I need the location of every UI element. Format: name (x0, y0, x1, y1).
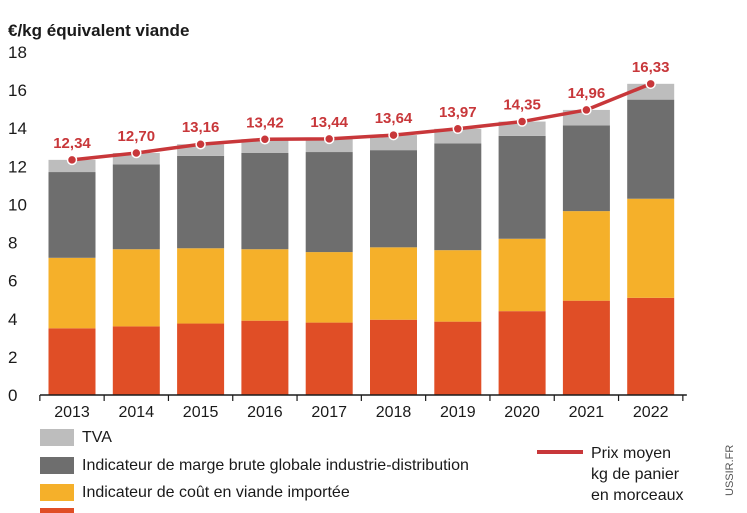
price-point (259, 134, 271, 145)
legend-label: Indicateur de coût en viande importée (82, 484, 350, 501)
bar-segment (370, 319, 417, 395)
x-tick-label: 2022 (633, 404, 669, 421)
bar-segment (370, 247, 417, 320)
y-axis-label: €/kg équivalent viande (8, 21, 189, 40)
x-tick-label: 2014 (119, 404, 155, 421)
price-point (66, 154, 78, 166)
price-point (131, 147, 142, 159)
axes-group: 0 2 4 6 8 10 12 14 16 18 2013 2014 2015 2016 2017 2018 2… (8, 43, 687, 421)
x-tick-label: 2018 (376, 404, 412, 421)
bar-segment (241, 139, 289, 153)
bar-segment (305, 152, 353, 253)
bar-segment (48, 257, 96, 329)
price-data-label: 12,70 (118, 128, 156, 145)
price-point (516, 116, 528, 127)
price-data-label: 16,33 (632, 59, 670, 76)
legend-swatch (40, 484, 74, 501)
bar-segment (112, 249, 160, 327)
bar-segment (177, 144, 225, 156)
x-tick-label: 2017 (311, 404, 347, 421)
bar-segment (562, 300, 610, 395)
price-data-label: 13,97 (439, 104, 477, 121)
bar-segment (434, 250, 482, 322)
y-tick-label: 16 (8, 81, 27, 100)
bar-segment (434, 143, 482, 251)
y-tick-label: 10 (8, 195, 27, 214)
bar-segment (562, 125, 610, 212)
bar-segment (177, 248, 225, 324)
bar-segment (434, 321, 482, 395)
bar-segment (305, 322, 353, 395)
bar-segment (48, 172, 96, 258)
source-credit: USSIR.FR (724, 445, 736, 496)
bar-segment (241, 249, 289, 321)
bar-segment (498, 135, 546, 239)
bar-segment (112, 326, 160, 395)
y-tick-label: 18 (8, 43, 27, 62)
y-tick-label: 2 (8, 348, 17, 367)
y-tick-label: 14 (8, 119, 27, 138)
y-tick-label: 4 (8, 310, 17, 329)
price-point (195, 138, 206, 150)
bar-segment (562, 211, 610, 301)
legend-swatch (40, 508, 74, 513)
x-tick-label: 2015 (183, 404, 219, 421)
bar-segment (112, 152, 160, 165)
x-tick-label: 2016 (247, 404, 283, 421)
bar-segment (241, 320, 289, 395)
price-data-label: 13,44 (310, 114, 348, 131)
bar-segment (627, 297, 675, 395)
x-tick-label: 2020 (504, 404, 540, 421)
price-point (323, 133, 335, 145)
price-point (581, 104, 592, 116)
price-data-label: 13,16 (182, 119, 220, 136)
bar-segment (305, 252, 353, 323)
bar-segment (177, 323, 225, 395)
bar-segment (48, 159, 96, 173)
bar-segment (48, 328, 96, 395)
price-data-label: 14,96 (568, 85, 606, 102)
bar-segment (498, 238, 546, 312)
y-tick-label: 6 (8, 272, 17, 291)
x-tick-label: 2013 (54, 404, 90, 421)
bar-segment (305, 138, 353, 153)
bar-segment (112, 164, 160, 250)
bar-segment (434, 128, 482, 144)
legend-label: Indicateur de marge brute globale indust… (82, 457, 469, 474)
bar-segment (241, 152, 289, 250)
x-tick-label: 2021 (569, 404, 605, 421)
legend-swatch (40, 457, 74, 474)
legend-line-label: Prix moyen (591, 445, 671, 462)
legend: TVA Indicateur de marge brute globale ind… (40, 429, 684, 513)
price-data-label: 14,35 (503, 97, 541, 114)
y-tick-label: 0 (8, 386, 17, 405)
price-point (452, 123, 464, 135)
legend-line-label: en morceaux (591, 487, 684, 504)
price-line-group: 12,34 12,70 13,16 13,42 13,44 13,64 13,97 14,35… (53, 59, 670, 166)
legend-label: TVA (82, 429, 112, 446)
bar-segment (498, 311, 546, 395)
x-tick-label: 2019 (440, 404, 476, 421)
y-tick-label: 8 (8, 234, 17, 253)
bars-group (48, 83, 675, 395)
bar-segment (370, 135, 417, 151)
bar-segment (370, 150, 417, 248)
price-line (71, 82, 652, 162)
price-point (645, 78, 656, 90)
y-tick-label: 12 (8, 157, 27, 176)
bar-segment (627, 99, 675, 199)
price-data-label: 13,64 (375, 110, 413, 127)
bar-segment (627, 198, 675, 298)
price-data-label: 12,34 (53, 135, 91, 152)
bar-segment (177, 155, 225, 249)
price-data-label: 13,42 (246, 114, 284, 131)
legend-line-label: kg de panier (591, 466, 680, 483)
legend-swatch (40, 429, 74, 446)
bar-segment (498, 121, 546, 136)
price-point (388, 129, 399, 141)
